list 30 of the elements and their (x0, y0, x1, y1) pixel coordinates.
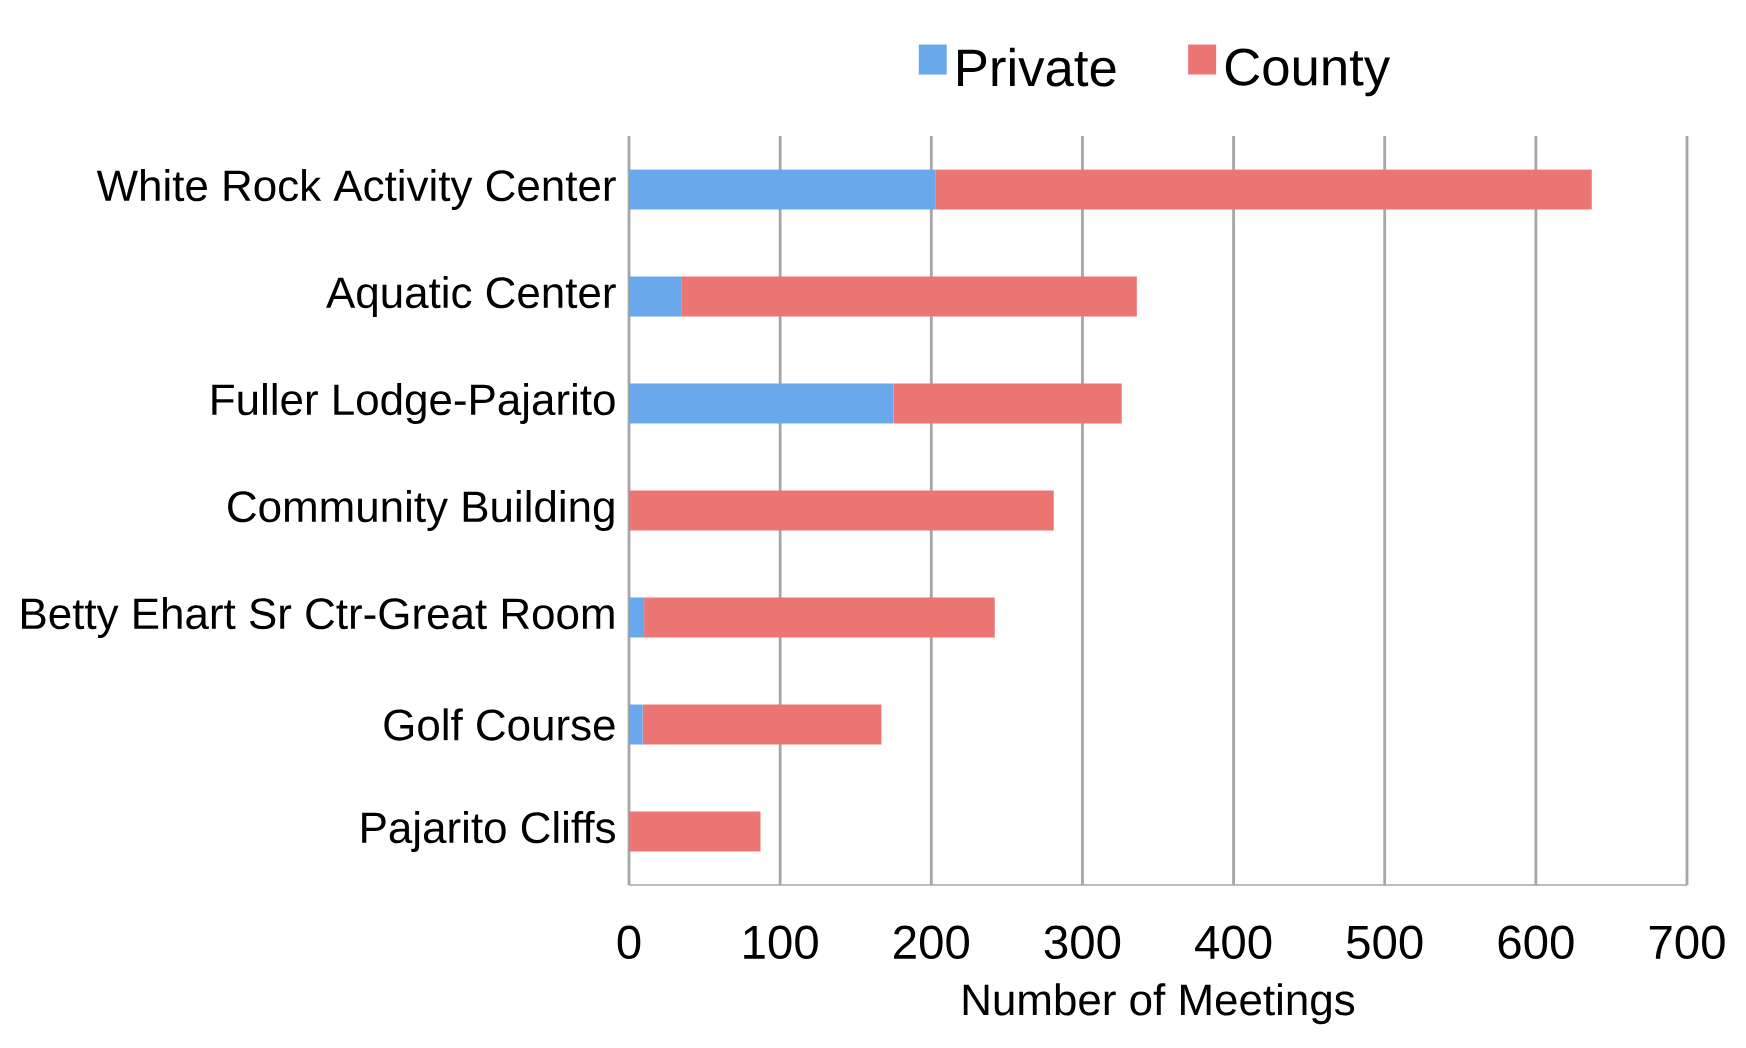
y-tick-label: White Rock Activity Center (96, 168, 616, 210)
x-tick-label: 300 (1044, 925, 1121, 960)
legend-label: County (1225, 48, 1391, 97)
bar (629, 276, 682, 317)
bar (629, 597, 645, 638)
y-tick-label: Golf Course (384, 708, 615, 741)
y-tick-label: Community Building (228, 489, 614, 531)
y-tick-label: Betty Ehart Sr Ctr-Great Room (22, 596, 614, 638)
x-tick-label: 100 (744, 925, 818, 960)
bar (629, 169, 936, 210)
x-tick-label: 500 (1347, 925, 1423, 960)
bar (629, 490, 1054, 531)
bar (642, 704, 882, 745)
bar (629, 383, 894, 424)
bar (629, 704, 643, 745)
bar (893, 383, 1122, 424)
x-tick-label: 700 (1649, 925, 1725, 960)
bar (935, 169, 1592, 210)
y-tick-label: Aquatic Center (326, 275, 616, 317)
legend-label: Private (958, 47, 1116, 87)
x-tick-label: 400 (1195, 925, 1272, 960)
x-axis-title: Number of Meetings (963, 983, 1355, 1025)
x-tick-label: 600 (1498, 925, 1574, 960)
bar (644, 597, 995, 638)
x-tick-label: 200 (894, 925, 969, 960)
bar (681, 276, 1137, 317)
y-tick-label: Fuller Lodge-Pajarito (212, 382, 615, 424)
y-tick-label: Pajarito Cliffs (362, 810, 615, 852)
bar (629, 811, 761, 852)
x-tick-label: 0 (617, 925, 641, 960)
